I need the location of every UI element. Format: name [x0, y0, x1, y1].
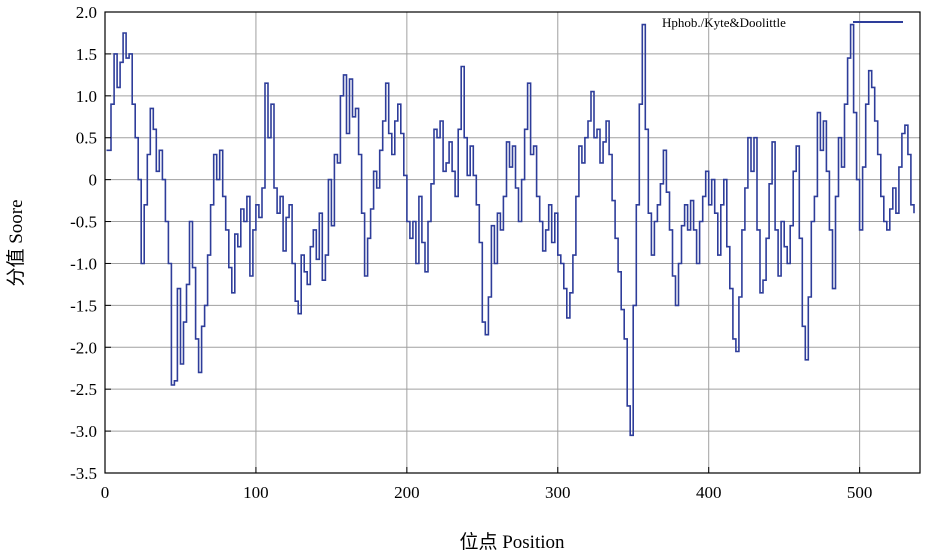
- y-tick-label: -0.5: [70, 213, 97, 232]
- legend: Hphob./Kyte&Doolittle: [662, 15, 903, 30]
- x-tick-label: 200: [394, 483, 420, 502]
- series-line-hphob: [106, 23, 915, 437]
- y-tick-label: 2.0: [76, 3, 97, 22]
- tick-layer: 0 100 200 300 400 500 2.0 1.5 1.0 0.5 0 -0.5 -1.0 -1.…: [70, 3, 872, 502]
- x-tick-label: 300: [545, 483, 571, 502]
- x-tick-label: 400: [696, 483, 722, 502]
- x-axis-title: 位点 Position: [459, 531, 565, 553]
- plot-frame: [104, 11, 921, 474]
- legend-label-hphob: Hphob./Kyte&Doolittle: [662, 15, 786, 30]
- y-tick-label: 0.5: [76, 129, 97, 148]
- y-tick-label: -1.5: [70, 296, 97, 315]
- y-tick-label: -1.0: [70, 254, 97, 273]
- series-layer: [106, 23, 915, 437]
- y-tick-label: -3.0: [70, 422, 97, 441]
- x-tick-label: 500: [847, 483, 873, 502]
- y-tick-label: 0: [89, 171, 98, 190]
- x-tick-label: 0: [101, 483, 110, 502]
- y-axis-title: 分值 Soore: [5, 199, 27, 286]
- y-tick-label: -2.5: [70, 380, 97, 399]
- y-tick-label: 1.0: [76, 87, 97, 106]
- x-tick-label: 100: [243, 483, 269, 502]
- y-tick-label: -3.5: [70, 464, 97, 483]
- y-tick-label: -2.0: [70, 338, 97, 357]
- y-tick-label: 1.5: [76, 45, 97, 64]
